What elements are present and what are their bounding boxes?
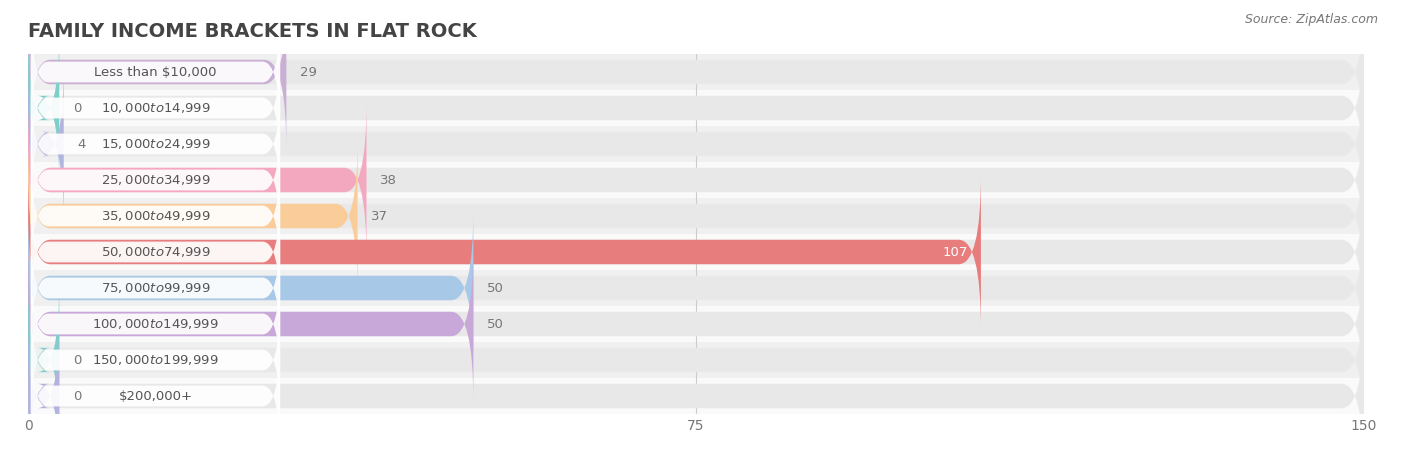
Bar xyxy=(28,126,1364,162)
Text: $15,000 to $24,999: $15,000 to $24,999 xyxy=(101,137,211,151)
FancyBboxPatch shape xyxy=(28,138,357,294)
FancyBboxPatch shape xyxy=(28,66,1364,222)
Text: 0: 0 xyxy=(73,390,82,402)
Text: 50: 50 xyxy=(486,318,503,330)
FancyBboxPatch shape xyxy=(28,66,63,222)
FancyBboxPatch shape xyxy=(31,190,280,314)
Text: $35,000 to $49,999: $35,000 to $49,999 xyxy=(101,209,211,223)
Text: $75,000 to $99,999: $75,000 to $99,999 xyxy=(101,281,211,295)
FancyBboxPatch shape xyxy=(28,30,59,186)
Text: $50,000 to $74,999: $50,000 to $74,999 xyxy=(101,245,211,259)
Bar xyxy=(28,342,1364,378)
Bar xyxy=(28,90,1364,126)
Text: 0: 0 xyxy=(73,354,82,366)
Bar xyxy=(28,162,1364,198)
FancyBboxPatch shape xyxy=(28,318,59,450)
FancyBboxPatch shape xyxy=(28,282,59,438)
Bar xyxy=(28,234,1364,270)
FancyBboxPatch shape xyxy=(31,262,280,386)
Text: 107: 107 xyxy=(942,246,967,258)
Text: FAMILY INCOME BRACKETS IN FLAT ROCK: FAMILY INCOME BRACKETS IN FLAT ROCK xyxy=(28,22,477,41)
FancyBboxPatch shape xyxy=(28,102,1364,258)
FancyBboxPatch shape xyxy=(31,154,280,278)
FancyBboxPatch shape xyxy=(28,174,981,330)
Text: Less than $10,000: Less than $10,000 xyxy=(94,66,217,78)
Bar xyxy=(28,306,1364,342)
FancyBboxPatch shape xyxy=(28,0,287,150)
Text: $100,000 to $149,999: $100,000 to $149,999 xyxy=(93,317,219,331)
Bar xyxy=(28,270,1364,306)
Text: $10,000 to $14,999: $10,000 to $14,999 xyxy=(101,101,211,115)
Bar xyxy=(28,54,1364,90)
Bar xyxy=(28,198,1364,234)
FancyBboxPatch shape xyxy=(28,318,1364,450)
Text: $200,000+: $200,000+ xyxy=(118,390,193,402)
FancyBboxPatch shape xyxy=(31,334,280,450)
FancyBboxPatch shape xyxy=(28,138,1364,294)
Text: 37: 37 xyxy=(371,210,388,222)
Text: Source: ZipAtlas.com: Source: ZipAtlas.com xyxy=(1244,14,1378,27)
FancyBboxPatch shape xyxy=(31,298,280,422)
FancyBboxPatch shape xyxy=(28,102,367,258)
Text: 29: 29 xyxy=(299,66,316,78)
FancyBboxPatch shape xyxy=(31,226,280,350)
FancyBboxPatch shape xyxy=(28,210,474,366)
Text: $25,000 to $34,999: $25,000 to $34,999 xyxy=(101,173,211,187)
FancyBboxPatch shape xyxy=(28,30,1364,186)
FancyBboxPatch shape xyxy=(28,246,474,402)
FancyBboxPatch shape xyxy=(28,174,1364,330)
FancyBboxPatch shape xyxy=(31,46,280,170)
FancyBboxPatch shape xyxy=(28,246,1364,402)
Text: 50: 50 xyxy=(486,282,503,294)
FancyBboxPatch shape xyxy=(28,282,1364,438)
Text: $150,000 to $199,999: $150,000 to $199,999 xyxy=(93,353,219,367)
FancyBboxPatch shape xyxy=(31,10,280,134)
FancyBboxPatch shape xyxy=(31,82,280,206)
Bar xyxy=(28,378,1364,414)
FancyBboxPatch shape xyxy=(28,210,1364,366)
Text: 0: 0 xyxy=(73,102,82,114)
FancyBboxPatch shape xyxy=(28,0,1364,150)
FancyBboxPatch shape xyxy=(31,118,280,242)
Text: 38: 38 xyxy=(380,174,396,186)
Text: 4: 4 xyxy=(77,138,86,150)
